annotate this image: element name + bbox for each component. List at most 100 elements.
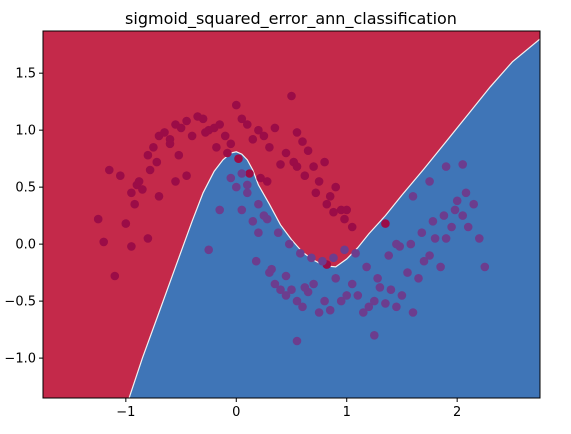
data-point-class-0 <box>154 192 164 201</box>
data-point-class-1 <box>276 285 285 295</box>
data-point-class-0 <box>212 143 221 152</box>
plot-frame <box>42 30 541 399</box>
data-point-class-1 <box>273 228 283 237</box>
data-point-class-0 <box>276 160 285 169</box>
data-point-class-0 <box>116 171 125 180</box>
data-point-class-0 <box>311 188 321 198</box>
data-point-class-1 <box>336 296 346 306</box>
data-point-class-1 <box>392 239 401 249</box>
data-point-class-1 <box>342 291 352 300</box>
data-point-class-0 <box>300 171 310 180</box>
data-point-class-1 <box>307 253 316 263</box>
data-point-class-1 <box>298 302 307 312</box>
data-point-class-0 <box>198 114 208 124</box>
data-point-class-0 <box>320 157 329 167</box>
data-point-class-0 <box>201 128 210 137</box>
data-point-class-1 <box>331 274 341 283</box>
data-point-class-1 <box>248 217 258 226</box>
data-point-class-1 <box>347 279 357 289</box>
data-point-class-1 <box>469 199 479 209</box>
data-point-class-1 <box>392 302 401 312</box>
data-point-class-1 <box>447 222 456 232</box>
data-point-class-0 <box>340 214 349 224</box>
data-point-class-0 <box>245 169 254 178</box>
data-point-class-0 <box>292 162 302 171</box>
data-point-class-0 <box>243 120 252 129</box>
data-point-class-1 <box>309 279 318 289</box>
data-point-class-1 <box>351 249 360 258</box>
data-point-class-1 <box>461 188 471 198</box>
decision-region-class-1 <box>129 39 540 398</box>
data-point-class-0 <box>143 150 153 160</box>
data-point-class-1 <box>300 283 310 292</box>
data-point-class-0 <box>287 91 296 101</box>
data-point-class-0 <box>121 219 131 228</box>
data-point-class-0 <box>110 271 120 281</box>
data-point-class-1 <box>359 308 368 317</box>
data-point-class-0 <box>223 148 232 158</box>
data-point-class-1 <box>362 262 371 272</box>
data-point-class-0 <box>127 188 136 198</box>
data-point-class-1 <box>262 214 272 224</box>
data-point-class-0 <box>237 114 247 124</box>
data-point-class-1 <box>270 279 280 289</box>
data-point-class-1 <box>243 188 252 198</box>
data-point-class-1 <box>215 205 224 215</box>
data-point-class-1 <box>267 264 276 274</box>
data-point-class-0 <box>292 128 302 137</box>
y-axis: −1.0 −0.5 0.0 0.5 1.0 1.5 <box>4 67 43 367</box>
y-tick-label: −1.0 <box>4 352 36 367</box>
data-point-class-0 <box>331 182 341 192</box>
data-point-class-1 <box>287 285 296 295</box>
data-point-class-0 <box>182 171 191 180</box>
data-point-class-1 <box>318 256 327 266</box>
data-point-class-0 <box>322 199 332 209</box>
data-point-class-1 <box>419 256 429 266</box>
y-tick-label: 0.0 <box>15 238 36 253</box>
x-tick-label: 0 <box>232 405 240 420</box>
data-point-class-1 <box>397 291 407 300</box>
plot-area <box>43 31 540 398</box>
data-point-class-0 <box>143 234 153 243</box>
decision-boundary-line <box>128 38 540 398</box>
chart-title: sigmoid_squared_error_ann_classification <box>125 9 457 29</box>
data-point-class-0 <box>152 157 162 167</box>
data-point-class-0 <box>99 237 108 247</box>
data-point-class-1 <box>340 245 349 255</box>
data-point-class-0 <box>262 177 272 186</box>
data-point-class-0 <box>187 131 197 141</box>
data-point-class-1 <box>425 177 434 186</box>
x-tick-label: 1 <box>343 405 351 420</box>
data-point-class-0 <box>93 214 103 224</box>
data-point-class-0 <box>329 207 338 217</box>
data-point-class-1 <box>254 228 263 237</box>
data-point-class-1 <box>292 296 302 306</box>
data-point-class-0 <box>303 146 313 155</box>
data-point-class-0 <box>342 205 352 215</box>
data-point-class-1 <box>353 291 363 300</box>
data-point-class-1 <box>384 251 394 260</box>
data-point-class-1 <box>237 169 247 178</box>
data-point-class-0 <box>281 148 291 158</box>
data-point-class-1 <box>243 180 252 190</box>
data-point-class-0 <box>145 165 155 175</box>
data-point-class-1 <box>480 262 490 272</box>
data-point-class-0 <box>138 185 147 194</box>
data-point-class-1 <box>254 199 263 209</box>
x-tick-label: 2 <box>453 405 461 420</box>
data-point-class-1 <box>364 302 374 312</box>
y-tick-label: 0.5 <box>15 181 36 196</box>
y-tick-label: 1.5 <box>15 67 36 82</box>
data-point-class-1 <box>408 192 418 201</box>
data-point-class-1 <box>441 162 451 171</box>
data-point-class-1 <box>441 234 451 243</box>
data-point-class-0 <box>215 120 224 129</box>
data-point-class-0 <box>134 177 144 186</box>
data-point-class-0 <box>165 139 175 149</box>
data-point-class-0 <box>256 173 265 183</box>
scatter-points <box>93 91 490 346</box>
data-point-class-0 <box>248 135 258 144</box>
data-point-class-0 <box>232 100 241 110</box>
data-point-class-1 <box>386 285 396 295</box>
